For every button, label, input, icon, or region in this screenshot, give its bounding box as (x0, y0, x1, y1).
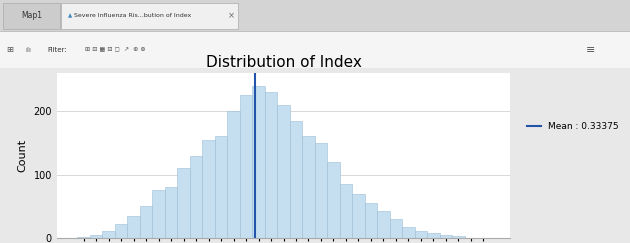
Y-axis label: Count: Count (18, 139, 28, 172)
Bar (240, 95, 252, 238)
Text: ⊞: ⊞ (6, 45, 13, 54)
Bar (302, 137, 315, 238)
Bar (427, 233, 440, 238)
Bar (115, 224, 127, 238)
Bar (327, 162, 340, 238)
Bar (365, 203, 377, 238)
Bar (165, 187, 177, 238)
Bar (315, 143, 327, 238)
FancyBboxPatch shape (0, 0, 630, 31)
Bar (77, 237, 90, 238)
Bar (90, 235, 102, 238)
Bar (440, 235, 452, 238)
Bar (252, 86, 265, 238)
Bar (215, 137, 227, 238)
Text: ≡: ≡ (586, 45, 595, 55)
Bar (140, 206, 152, 238)
Bar (415, 231, 427, 238)
Bar (265, 92, 277, 238)
Bar (340, 184, 352, 238)
Text: Severe Influenza Ris...bution of Index: Severe Influenza Ris...bution of Index (74, 13, 191, 18)
Bar (452, 236, 465, 238)
Bar (227, 111, 240, 238)
FancyBboxPatch shape (61, 3, 238, 29)
Legend: Mean : 0.33375: Mean : 0.33375 (524, 119, 622, 135)
Bar (102, 231, 115, 238)
Bar (190, 156, 202, 238)
Text: Filter:: Filter: (47, 47, 67, 53)
Bar (202, 140, 215, 238)
Bar (390, 219, 402, 238)
FancyBboxPatch shape (0, 31, 630, 68)
Text: ⊞ ⊟ ▦ ⊟ ◻  ↗  ⊕ ⊕: ⊞ ⊟ ▦ ⊟ ◻ ↗ ⊕ ⊕ (85, 47, 146, 52)
Bar (402, 227, 415, 238)
Text: ×: × (228, 11, 236, 20)
Bar (177, 168, 190, 238)
Bar (477, 237, 490, 238)
Text: Map1: Map1 (21, 11, 42, 20)
Text: ılı: ılı (25, 47, 32, 53)
Title: Distribution of Index: Distribution of Index (205, 55, 362, 70)
Bar (277, 105, 290, 238)
Bar (152, 191, 165, 238)
Bar (290, 121, 302, 238)
Bar (352, 194, 365, 238)
Text: ▲: ▲ (68, 13, 72, 18)
Bar (377, 211, 390, 238)
Bar (465, 237, 477, 238)
Bar (127, 216, 140, 238)
FancyBboxPatch shape (3, 3, 60, 29)
